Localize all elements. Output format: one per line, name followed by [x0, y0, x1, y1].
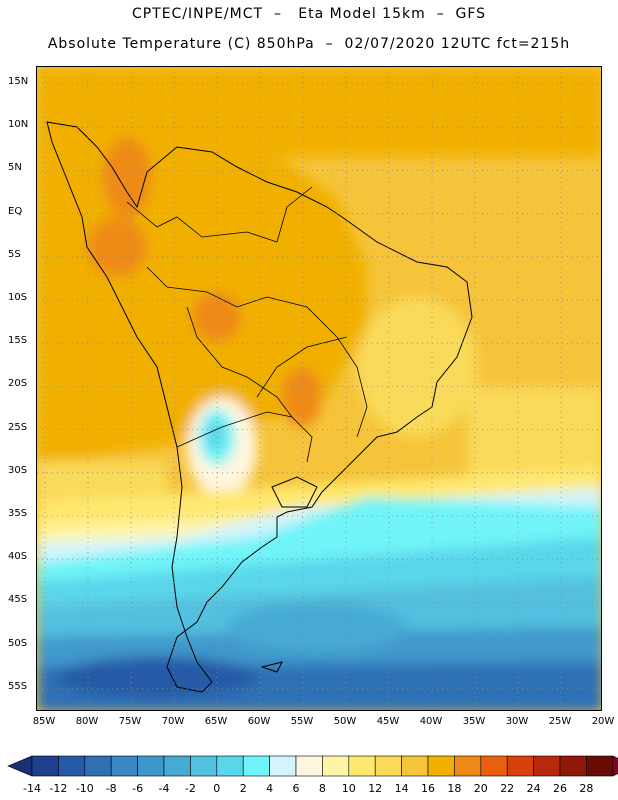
latitude-label: 20S: [8, 378, 28, 390]
latitude-label: EQ: [8, 205, 23, 217]
longitude-label: 85W: [32, 716, 56, 727]
longitude-label: 50W: [333, 716, 357, 727]
colorbar-cell: [190, 755, 218, 777]
latitude-label: 45S: [8, 594, 28, 606]
colorbar-cell: [31, 755, 59, 777]
colorbar-cell: [559, 755, 587, 777]
colorbar-label: -12: [49, 782, 68, 795]
colorbar-over-arrow: [612, 755, 618, 777]
colorbar-cell: [427, 755, 455, 777]
colorbar-cell: [348, 755, 376, 777]
colorbar-label: 4: [266, 782, 274, 795]
latitude-label: 55S: [8, 680, 28, 692]
colorbar-label: 10: [341, 782, 356, 795]
longitude-label: 35W: [462, 716, 486, 727]
longitude-label: 80W: [75, 716, 99, 727]
colorbar-cell: [322, 755, 350, 777]
latitude-label: 25S: [8, 421, 28, 433]
colorbar-label: 0: [213, 782, 221, 795]
colorbar-cell: [242, 755, 270, 777]
latitude-label: 35S: [8, 508, 28, 519]
colorbar-label: 16: [421, 782, 435, 795]
colorbar-cell: [480, 755, 508, 777]
colorbar-label: 18: [447, 782, 462, 795]
colorbar-label: -10: [75, 782, 94, 795]
latitude-label: 15S: [8, 335, 28, 347]
colorbar-label: -6: [132, 782, 144, 795]
colorbar-cell: [454, 755, 482, 777]
colorbar-label: 20: [473, 782, 488, 795]
latitude-label: 15N: [8, 76, 29, 87]
header-title-line2: Absolute Temperature (C) 850hPa – 02/07/…: [47, 36, 571, 52]
latitude-label: 10S: [8, 292, 28, 303]
coastline: [46, 121, 473, 693]
colorbar-label: -2: [184, 782, 196, 795]
colorbar-label: -8: [105, 782, 117, 795]
longitude-label: 75W: [118, 716, 142, 727]
colorbar-label: -14: [23, 782, 41, 795]
colorbar-under-arrow: [7, 755, 33, 777]
colorbar-label: 22: [500, 782, 515, 795]
longitude-label: 70W: [161, 716, 185, 727]
colorbar-label: 28: [579, 782, 594, 795]
longitude-label: 65W: [204, 716, 228, 727]
colorbar-label: 6: [292, 782, 300, 795]
colorbar-cell: [374, 755, 402, 777]
longitude-label: 45W: [376, 716, 400, 727]
colorbar-cell: [269, 755, 297, 777]
colorbar-cell: [110, 755, 138, 777]
temperature-field: [37, 67, 601, 710]
colorbar-cell: [295, 755, 323, 777]
colorbar: [7, 755, 618, 777]
latitude-label: 5N: [8, 162, 22, 174]
colorbar-label: 2: [239, 782, 247, 795]
header-title-line1: CPTEC/INPE/MCT – Eta Model 15km – GFS: [131, 6, 487, 22]
colorbar-cell: [506, 755, 534, 777]
colorbar-cell: [84, 755, 112, 777]
colorbar-label: 14: [394, 782, 409, 795]
latitude-label: 50S: [8, 637, 28, 649]
colorbar-cell: [401, 755, 429, 777]
latitude-label: 5S: [8, 248, 21, 260]
latitude-label: 40S: [8, 551, 28, 563]
longitude-label: 55W: [290, 716, 314, 727]
longitude-label: 20W: [591, 716, 615, 727]
latitude-label: 30S: [8, 464, 28, 476]
longitude-label: 60W: [247, 716, 271, 727]
map-canvas: [37, 67, 601, 710]
colorbar-label: 8: [318, 782, 326, 795]
longitude-label: 40W: [419, 716, 443, 727]
colorbar-cell: [137, 755, 165, 777]
colorbar-cell: [586, 755, 614, 777]
colorbar-cell: [163, 755, 191, 777]
colorbar-label: -4: [158, 782, 170, 795]
colorbar-cell: [533, 755, 561, 777]
colorbar-label: 26: [553, 782, 567, 795]
colorbar-label: 12: [368, 782, 383, 795]
latitude-label: 10N: [8, 119, 29, 131]
colorbar-label: 24: [526, 782, 541, 795]
colorbar-cell: [216, 755, 244, 777]
country-borders: [126, 186, 368, 463]
colorbar-cell: [58, 755, 86, 777]
longitude-label: 30W: [505, 716, 529, 727]
longitude-label: 25W: [548, 716, 572, 727]
temperature-map: [36, 66, 602, 711]
